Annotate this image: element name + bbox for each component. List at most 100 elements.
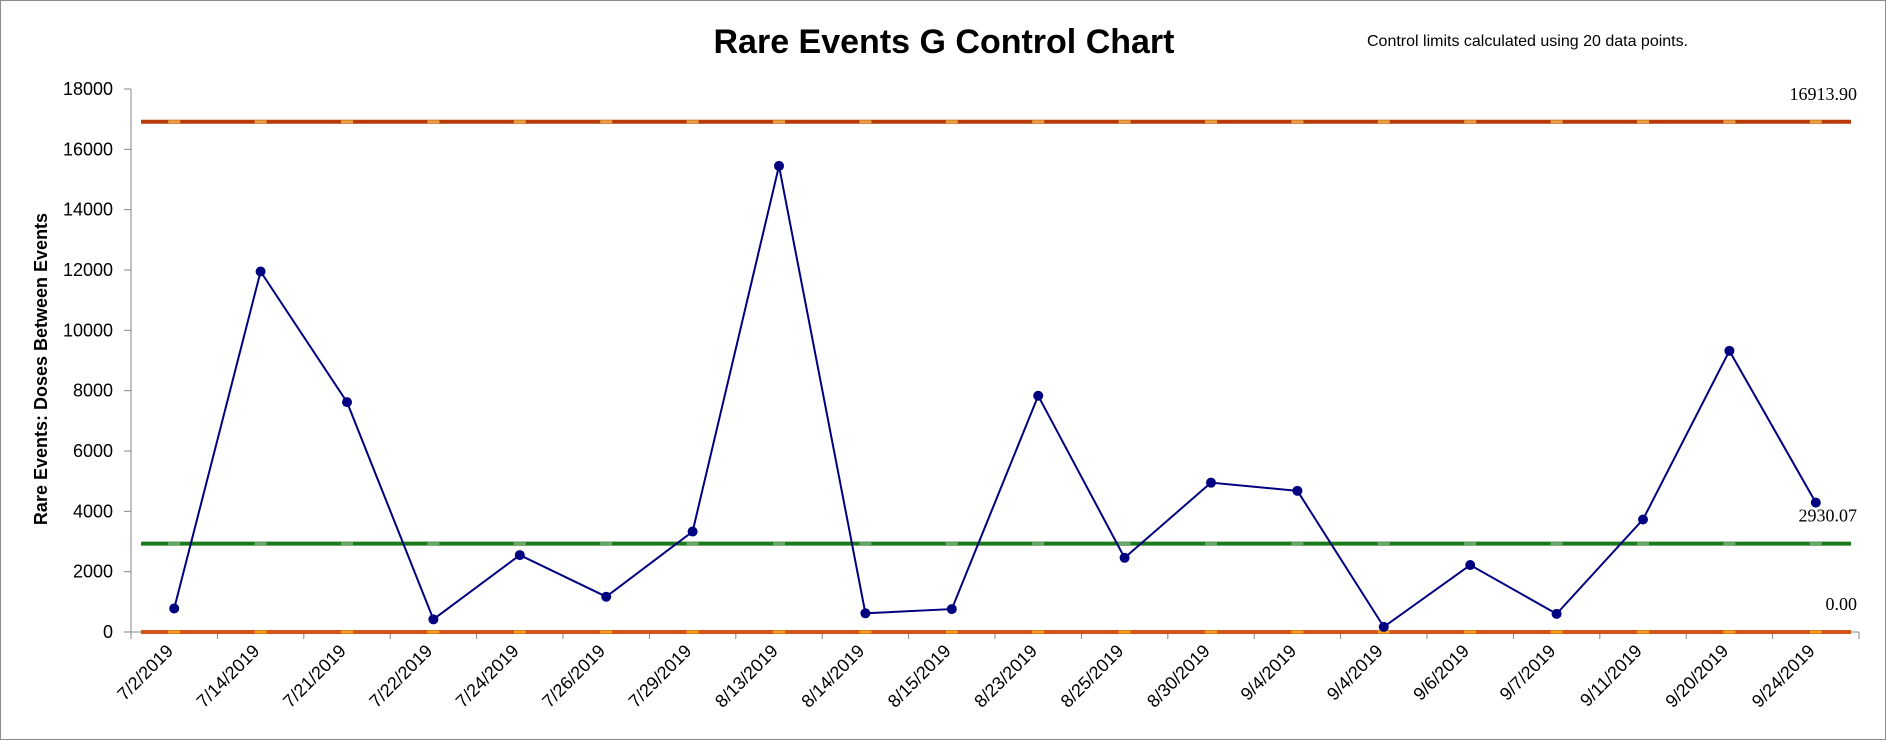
cl-marker bbox=[945, 542, 958, 546]
data-point bbox=[774, 160, 784, 171]
lcl-marker bbox=[341, 630, 353, 634]
y-axis-label: Rare Events: Doses Between Events bbox=[31, 213, 51, 525]
cl-marker bbox=[1809, 542, 1822, 546]
chart-title: Rare Events G Control Chart bbox=[714, 23, 1175, 61]
x-tick-label: 8/30/2019 bbox=[1143, 641, 1214, 712]
ucl-marker bbox=[1550, 120, 1563, 124]
y-tick-label: 8000 bbox=[73, 381, 113, 401]
ucl-marker bbox=[773, 120, 785, 124]
lcl-marker bbox=[254, 630, 267, 634]
data-point bbox=[860, 608, 871, 619]
y-tick-label: 14000 bbox=[63, 200, 113, 220]
lcl-marker bbox=[513, 630, 526, 634]
ucl-marker bbox=[1377, 120, 1390, 124]
x-tick-label: 7/26/2019 bbox=[538, 641, 609, 712]
ucl-marker bbox=[254, 120, 267, 124]
data-point bbox=[1465, 560, 1476, 571]
lcl-marker bbox=[1291, 630, 1304, 634]
lcl-marker bbox=[1723, 630, 1736, 634]
data-point bbox=[428, 614, 439, 625]
lcl-marker bbox=[859, 630, 872, 634]
y-tick-label: 16000 bbox=[63, 139, 113, 159]
x-tick-label: 7/14/2019 bbox=[193, 641, 264, 712]
data-point bbox=[514, 550, 525, 561]
lcl-marker bbox=[600, 630, 613, 634]
lcl-marker bbox=[945, 630, 958, 634]
lcl-marker bbox=[1118, 630, 1131, 634]
cl-marker bbox=[1637, 542, 1649, 546]
ucl-marker bbox=[686, 120, 699, 124]
data-point bbox=[601, 591, 612, 602]
x-tick-label: 9/20/2019 bbox=[1661, 641, 1732, 712]
ucl-marker bbox=[1464, 120, 1477, 124]
cl-marker bbox=[1032, 542, 1045, 546]
ucl-marker bbox=[1205, 120, 1217, 124]
lcl-marker bbox=[1205, 630, 1217, 634]
data-point bbox=[1378, 621, 1389, 632]
x-tick-label: 9/24/2019 bbox=[1748, 641, 1819, 712]
ucl-marker bbox=[1723, 120, 1736, 124]
data-point bbox=[1638, 514, 1648, 525]
lcl-marker bbox=[1464, 630, 1477, 634]
cl-marker bbox=[1205, 542, 1217, 546]
lcl-marker bbox=[1637, 630, 1649, 634]
x-tick-label: 9/4/2019 bbox=[1323, 641, 1387, 705]
x-tick-label: 8/23/2019 bbox=[970, 641, 1041, 712]
cl-marker bbox=[859, 542, 872, 546]
x-tick-label: 7/22/2019 bbox=[365, 641, 436, 712]
y-tick-label: 4000 bbox=[73, 501, 113, 521]
cl-value-label: 2930.07 bbox=[1799, 506, 1858, 526]
ucl-marker bbox=[600, 120, 613, 124]
x-tick-label: 9/7/2019 bbox=[1496, 641, 1560, 705]
ucl-marker bbox=[513, 120, 526, 124]
x-tick-label: 7/24/2019 bbox=[452, 641, 523, 712]
y-tick-label: 10000 bbox=[63, 320, 113, 340]
cl-marker bbox=[1550, 542, 1563, 546]
ucl-marker bbox=[1637, 120, 1649, 124]
data-point bbox=[342, 397, 352, 408]
data-point bbox=[1292, 485, 1303, 496]
lcl-marker bbox=[1032, 630, 1045, 634]
ucl-marker bbox=[427, 120, 440, 124]
ucl-value-label: 16913.90 bbox=[1790, 84, 1858, 104]
lcl-marker bbox=[1550, 630, 1563, 634]
lcl-marker bbox=[1377, 630, 1390, 634]
ucl-marker bbox=[1032, 120, 1045, 124]
lcl-marker bbox=[686, 630, 699, 634]
ucl-marker bbox=[168, 120, 181, 124]
ucl-marker bbox=[1809, 120, 1822, 124]
data-point bbox=[687, 526, 698, 537]
data-point bbox=[1206, 477, 1216, 488]
lcl-marker bbox=[1809, 630, 1822, 634]
y-tick-label: 6000 bbox=[73, 441, 113, 461]
data-point bbox=[169, 603, 180, 614]
x-tick-label: 8/15/2019 bbox=[884, 641, 955, 712]
x-tick-label: 7/2/2019 bbox=[113, 641, 177, 705]
y-tick-label: 0 bbox=[103, 622, 113, 642]
cl-marker bbox=[1291, 542, 1304, 546]
data-point bbox=[255, 266, 266, 277]
cl-marker bbox=[1118, 542, 1131, 546]
cl-marker bbox=[773, 542, 785, 546]
x-tick-label: 8/13/2019 bbox=[711, 641, 782, 712]
cl-marker bbox=[1723, 542, 1736, 546]
x-tick-label: 8/14/2019 bbox=[797, 641, 868, 712]
cl-marker bbox=[686, 542, 699, 546]
cl-marker bbox=[513, 542, 526, 546]
cl-marker bbox=[341, 542, 353, 546]
cl-marker bbox=[1464, 542, 1477, 546]
x-tick-label: 7/29/2019 bbox=[625, 641, 696, 712]
data-point bbox=[1033, 390, 1044, 401]
ucl-marker bbox=[859, 120, 872, 124]
lcl-marker bbox=[168, 630, 181, 634]
x-tick-label: 9/4/2019 bbox=[1237, 641, 1301, 705]
data-point bbox=[1724, 345, 1735, 356]
plot-area: 0 2000 4000 6000 8000 10000 12000 14000 16000 180… bbox=[63, 79, 1860, 712]
lcl-marker bbox=[427, 630, 440, 634]
x-tick-label: 9/6/2019 bbox=[1409, 641, 1473, 705]
ucl-marker bbox=[341, 120, 353, 124]
cl-marker bbox=[600, 542, 613, 546]
y-tick-label: 12000 bbox=[63, 260, 113, 280]
lcl-value-label: 0.00 bbox=[1826, 594, 1858, 614]
